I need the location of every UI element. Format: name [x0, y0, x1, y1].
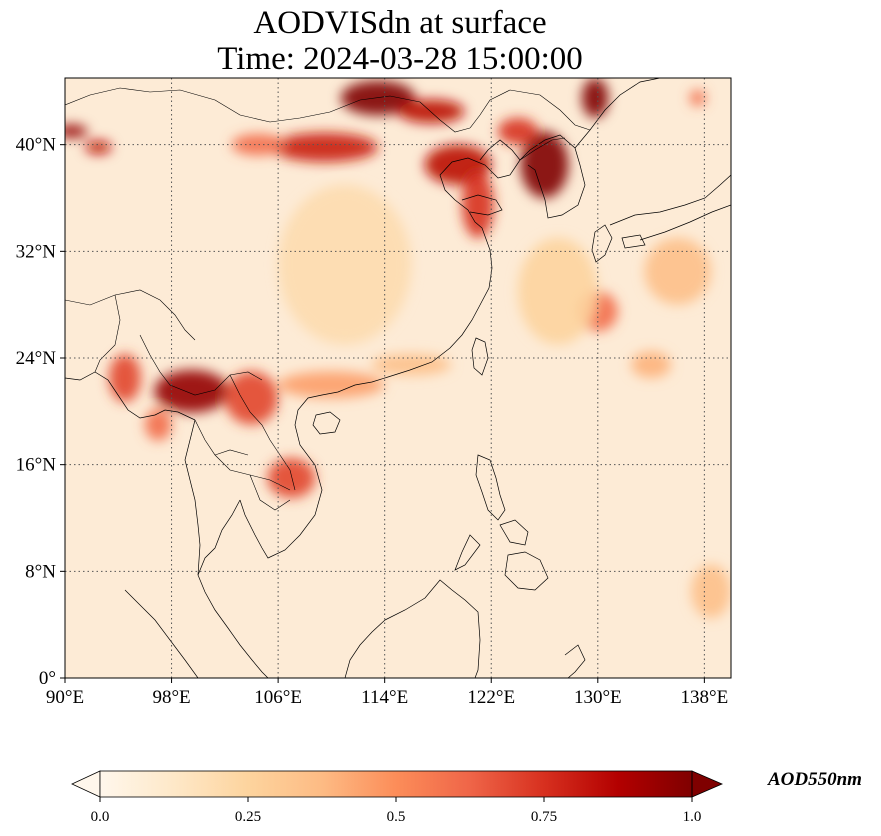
aod-field [65, 78, 731, 618]
aod-plume-0 [340, 80, 416, 116]
border-thailand-cambodia [194, 419, 291, 491]
aod-plume-2 [271, 132, 379, 162]
coastline-china [239, 199, 493, 559]
coastline-hainan [312, 411, 341, 435]
coastline-bay-of-bengal [65, 371, 196, 421]
map-title-line-2: Time: 2024-03-28 15:00:00 [217, 41, 583, 77]
lat-tick-label: 16°N [16, 455, 57, 476]
lon-tick-label: 114°E [361, 687, 408, 708]
aod-plume-23 [691, 564, 731, 618]
lat-tick-label: 40°N [16, 135, 57, 156]
aod-plume-17 [371, 354, 452, 376]
lat-tick-label: 8°N [25, 561, 56, 582]
lon-tick-label: 90°E [46, 687, 84, 708]
map-area [65, 78, 731, 678]
border-mongolia [65, 87, 471, 133]
coastline-malay-peninsula [197, 499, 269, 678]
coastline-andaman [184, 419, 201, 576]
coastline-taiwan [471, 337, 489, 376]
border-cambodia [249, 474, 291, 511]
lon-tick-label: 106°E [254, 687, 302, 708]
aod-plume-18 [278, 184, 412, 345]
coastline-philippines-south [454, 519, 549, 591]
lat-tick-label: 32°N [16, 241, 57, 262]
colorbar: 0.0 0.25 0.5 0.75 1.0 [71, 770, 724, 825]
border-myanmar [94, 294, 263, 396]
colorbar-unit-label: AOD550nm [768, 769, 862, 790]
coastline-luzon [475, 454, 506, 521]
lon-tick-label: 122°E [467, 687, 515, 708]
colorbar-extend-low [71, 770, 101, 798]
lat-tick-label: 0° [39, 668, 56, 689]
colorbar-ticks: 0.0 0.25 0.5 0.75 1.0 [91, 797, 702, 825]
lon-tick-label: 130°E [574, 687, 622, 708]
colorbar-gradient [100, 771, 692, 797]
aod-plume-21 [631, 351, 672, 378]
lon-tick-label: 98°E [152, 687, 190, 708]
aod-plume-5 [461, 171, 494, 238]
colorbar-tick-label: 1.0 [683, 809, 702, 825]
colorbar-extend-high [691, 770, 724, 798]
aod-plume-16 [278, 371, 385, 398]
border-himalaya [65, 289, 196, 341]
coastline-korea [519, 134, 586, 219]
aod-plume-13 [108, 354, 141, 402]
country-borders [65, 87, 591, 511]
border-china-russia-ne [469, 89, 591, 131]
border-laos-vietnam [229, 374, 296, 491]
coastline-japan-shikoku [621, 234, 646, 249]
aod-plume-3 [231, 134, 285, 156]
aod-plume-24 [144, 408, 172, 441]
colorbar-tick-label: 0.25 [235, 809, 261, 825]
coastlines [65, 78, 731, 678]
colorbar-tick-label: 0.0 [91, 809, 110, 825]
coastline-sulawesi [564, 644, 586, 678]
aod-plume-10 [84, 140, 112, 154]
aod-plume-7 [581, 78, 609, 118]
lat-tick-label: 24°N [16, 348, 57, 369]
coastline-borneo [344, 579, 481, 678]
colorbar-tick-label: 0.75 [531, 809, 557, 825]
aod-plume-12 [154, 370, 229, 413]
map-frame [64, 77, 732, 679]
colorbar-tick-label: 0.5 [387, 809, 406, 825]
map-title-line-1: AODVISdn at surface [253, 5, 547, 41]
lon-tick-label: 138°E [681, 687, 729, 708]
coastline-japan-kyushu [591, 224, 613, 263]
coastline-japan-honshu [609, 174, 731, 241]
aod-plume-22 [517, 238, 598, 345]
coastline-sumatra [124, 589, 199, 678]
coastline-russia [574, 78, 661, 149]
aod-plume-20 [644, 238, 712, 305]
aod-plume-14 [224, 371, 279, 425]
aod-plume-1 [398, 99, 465, 124]
coastline-shandong [461, 194, 503, 216]
graticule [65, 78, 731, 678]
aod-plume-11 [689, 90, 706, 106]
coastline-bohai [439, 139, 521, 201]
aod-plume-9 [65, 124, 88, 138]
aod-plume-15 [267, 458, 316, 498]
aod-plume-8 [497, 117, 538, 145]
axis-ticks: 90°E 98°E 106°E 114°E 122°E 130°E 138°E 0° 8°N 16… [16, 135, 729, 708]
